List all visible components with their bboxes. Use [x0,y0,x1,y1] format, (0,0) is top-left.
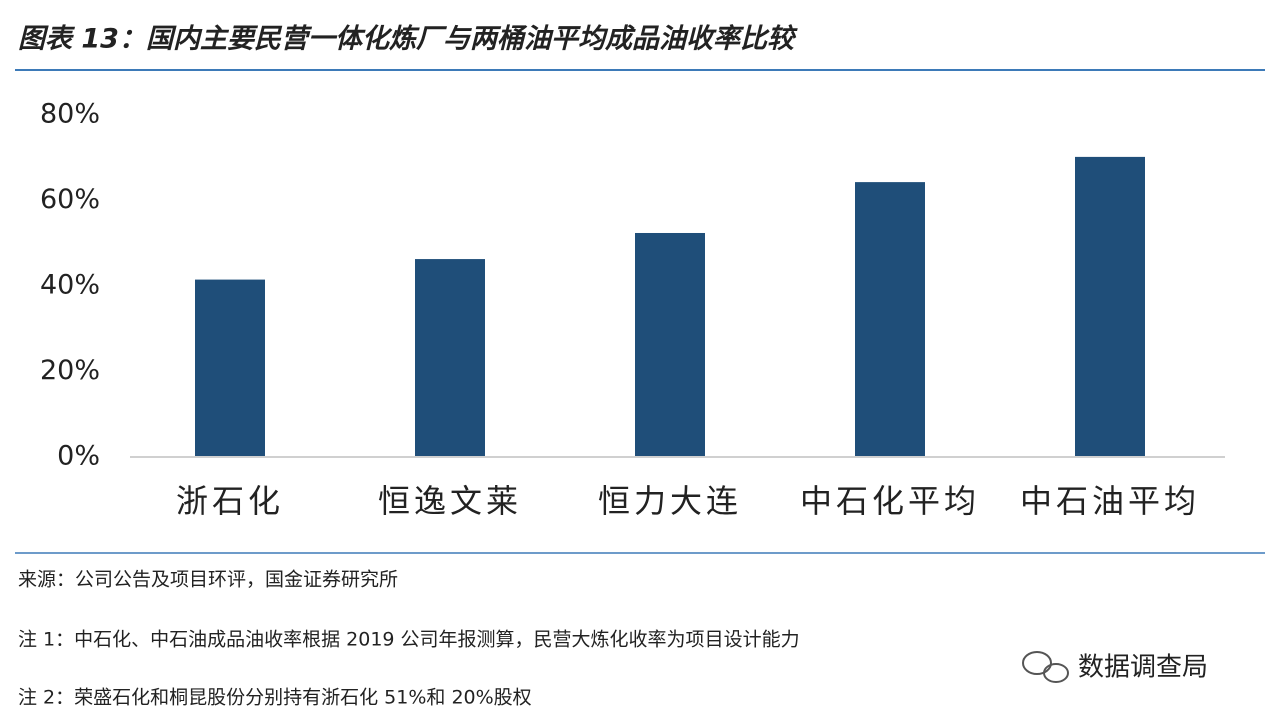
x-tick-label: 浙石化 [176,482,284,520]
y-tick-label: 60% [40,184,100,215]
footnote: 注 2：荣盛石化和桐昆股份分别持有浙石化 51%和 20%股权 [18,687,532,709]
x-tick-label: 中石化平均 [800,482,980,520]
bar [635,232,705,457]
chart-title: 图表 13：国内主要民营一体化炼厂与两桶油平均成品油收率比较 [18,24,798,55]
x-tick-label: 恒逸文莱 [378,482,522,520]
footnote: 注 1：中石化、中石油成品油收率根据 2019 公司年报测算，民营大炼化收率为项… [18,629,800,651]
y-tick-label: 40% [40,270,100,301]
y-tick-label: 80% [40,99,100,130]
x-tick-label: 恒力大连 [598,482,742,520]
bar [415,259,485,457]
source-note: 来源：公司公告及项目环评，国金证券研究所 [18,569,398,591]
y-tick-label: 20% [40,355,100,386]
y-tick-label: 0% [57,441,100,472]
bar [855,182,925,457]
bar [195,279,265,457]
bar [1075,156,1145,457]
watermark-icon [1022,651,1069,683]
watermark: 数据调查局 [1078,653,1208,683]
x-tick-label: 中石油平均 [1020,482,1200,520]
